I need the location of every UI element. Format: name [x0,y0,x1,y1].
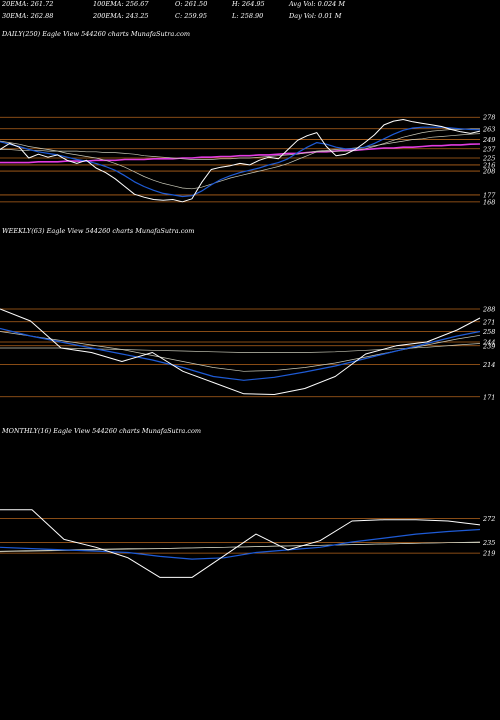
weekly-ema-short-line [0,327,481,381]
daily-ytick-label: 225 [482,155,495,163]
weekly-ytick-label: 244 [482,339,495,347]
header-low: L: 258.90 [231,12,263,20]
monthly-panel-title: MONTHLY(16) Eagle View 544260 charts Mun… [1,427,201,435]
daily-panel: DAILY(250) Eagle View 544260 charts Muna… [0,30,496,206]
header-day-vol: Day Vol: 0.01 M [288,12,342,20]
daily-ytick-label: 278 [482,114,495,122]
monthly-panel: MONTHLY(16) Eagle View 544260 charts Mun… [0,427,495,578]
daily-ema-200-line [0,143,481,164]
monthly-price-line [0,509,481,578]
daily-ema-short-line [0,126,481,198]
daily-ytick-label: 237 [482,145,496,153]
weekly-ytick-label: 288 [482,306,495,314]
daily-panel-title: DAILY(250) Eagle View 544260 charts Muna… [1,30,190,38]
header-ema20: 20EMA: 261.72 [1,0,53,8]
header-ema100: 100EMA: 256.67 [93,0,149,8]
header-high: H: 264.95 [231,0,265,8]
monthly-ema-mid-line [0,541,481,552]
header-close: C: 259.95 [175,12,207,20]
weekly-panel-title: WEEKLY(63) Eagle View 544260 charts Muna… [2,227,194,235]
daily-ema-mid-line [0,128,481,190]
weekly-panel: WEEKLY(63) Eagle View 544260 charts Muna… [0,227,495,401]
monthly-ema-short-line [0,528,481,560]
monthly-ytick-label: 235 [482,539,495,547]
weekly-ytick-label: 258 [482,328,495,336]
daily-ema-long-line [0,133,481,160]
header-ema200: 200EMA: 243.25 [92,12,149,20]
daily-ytick-label: 177 [483,191,496,199]
weekly-ytick-label: 171 [483,393,495,401]
weekly-ytick-label: 239 [482,342,495,350]
daily-ytick-label: 208 [482,168,495,176]
daily-ytick-label: 216 [482,161,495,169]
header-ema30: 30EMA: 262.88 [2,12,53,20]
daily-ytick-label: 263 [482,125,495,133]
monthly-ytick-label: 272 [482,515,495,523]
daily-price-line [0,119,481,203]
daily-ytick-label: 249 [482,136,495,144]
weekly-price-line [0,308,481,395]
weekly-ytick-label: 271 [482,318,495,326]
header-avg-vol: Avg Vol: 0.024 M [288,0,345,8]
monthly-ytick-label: 219 [482,550,495,558]
header-open: O: 261.50 [175,0,207,8]
daily-ytick-label: 168 [483,198,495,206]
weekly-ytick-label: 214 [482,361,495,369]
